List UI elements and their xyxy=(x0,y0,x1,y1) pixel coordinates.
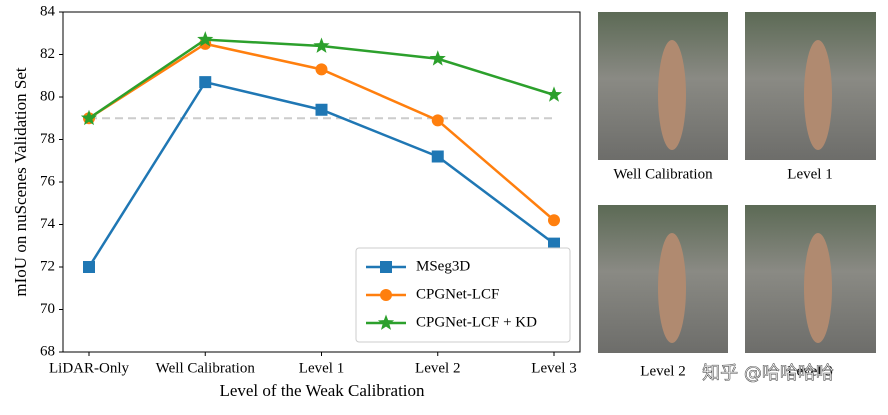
legend-marker xyxy=(377,314,395,330)
marker xyxy=(431,114,444,127)
person xyxy=(804,40,832,150)
marker xyxy=(199,76,212,89)
photo-caption: Level 1 xyxy=(787,166,832,182)
x-tick-label: Level 2 xyxy=(415,360,460,376)
y-tick-label: 74 xyxy=(40,216,56,232)
marker xyxy=(197,31,214,47)
marker xyxy=(315,103,328,116)
photo-caption: Level 2 xyxy=(640,363,685,379)
legend-box xyxy=(355,247,571,343)
y-tick-label: 68 xyxy=(40,343,55,359)
legend-label: CPGNet-LCF + KD xyxy=(416,314,537,330)
y-tick-label: 76 xyxy=(40,173,56,189)
legend-label: MSeg3D xyxy=(416,258,470,274)
marker xyxy=(431,150,444,163)
watermark: 知乎 @哈哈哈哈 xyxy=(702,363,834,384)
y-tick-label: 78 xyxy=(40,131,55,147)
marker xyxy=(80,109,98,126)
marker xyxy=(313,37,330,53)
y-tick-label: 72 xyxy=(40,258,55,274)
legend-label: CPGNet-LCF xyxy=(416,286,499,302)
x-tick-label: Level 1 xyxy=(299,360,344,376)
photo-caption: Level 3 xyxy=(787,363,832,379)
y-tick-label: 70 xyxy=(40,301,55,317)
x-axis-label: Level of the Weak Calibration xyxy=(219,381,425,400)
y-axis-label: mIoU on nuScenes Validation Set xyxy=(11,67,30,296)
person xyxy=(658,233,686,343)
x-tick-label: Well Calibration xyxy=(156,360,256,376)
legend-marker xyxy=(380,289,392,301)
y-tick-label: 84 xyxy=(40,3,56,19)
marker xyxy=(548,237,560,250)
marker xyxy=(545,86,563,102)
photos xyxy=(598,12,876,353)
y-tick-label: 82 xyxy=(40,46,55,62)
marker xyxy=(548,214,560,227)
marker xyxy=(429,50,446,66)
person xyxy=(804,233,832,343)
marker xyxy=(315,63,328,76)
x-tick-label: LiDAR-Only xyxy=(49,360,129,376)
legend-marker xyxy=(380,261,392,273)
x-tick-label: Level 3 xyxy=(531,360,576,376)
person xyxy=(658,40,686,150)
marker xyxy=(83,261,95,273)
y-tick-label: 80 xyxy=(40,88,55,104)
photo-caption: Well Calibration xyxy=(613,166,713,182)
